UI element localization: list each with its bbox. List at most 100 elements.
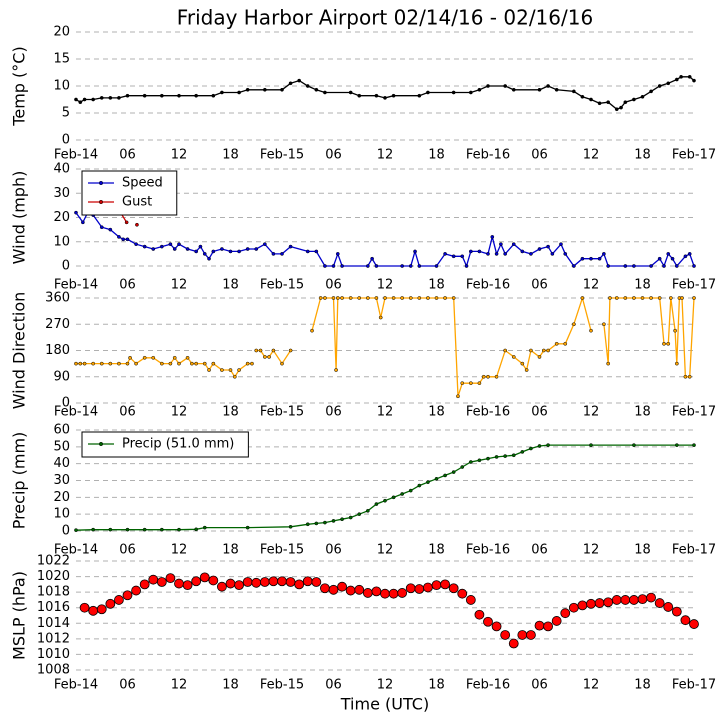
data-point — [632, 296, 636, 300]
data-point — [456, 394, 460, 399]
data-point — [589, 256, 593, 261]
y-axis-label: Precip (mm) — [10, 432, 29, 530]
data-point — [674, 77, 679, 82]
data-point — [202, 252, 207, 256]
data-point — [408, 264, 413, 268]
x-tick-label: Feb-17 — [672, 543, 716, 558]
data-point — [486, 84, 490, 88]
data-point — [185, 355, 190, 360]
x-tick-label: Feb-16 — [466, 543, 510, 558]
data-point — [198, 244, 203, 249]
x-tick-label: 18 — [428, 148, 445, 163]
data-point — [159, 361, 164, 366]
data-point — [124, 220, 129, 225]
data-point — [606, 361, 611, 366]
x-tick-label: Feb-14 — [54, 405, 98, 420]
data-point — [365, 296, 370, 300]
data-point — [159, 93, 164, 98]
data-point — [500, 630, 511, 640]
data-point — [128, 355, 132, 360]
x-tick-label: 18 — [428, 543, 445, 558]
data-point — [520, 249, 525, 254]
data-point — [486, 374, 490, 379]
data-point — [74, 528, 78, 533]
data-point — [378, 315, 383, 320]
data-point — [563, 252, 568, 256]
data-point — [220, 368, 224, 372]
data-point — [81, 220, 85, 225]
data-point — [194, 527, 199, 532]
data-point — [614, 296, 619, 300]
data-point — [503, 348, 508, 353]
data-point — [194, 361, 199, 366]
data-point — [82, 361, 87, 366]
data-point — [383, 296, 387, 300]
data-point — [632, 443, 636, 447]
data-point — [417, 296, 422, 300]
data-point — [503, 84, 508, 88]
data-point — [340, 296, 344, 300]
data-point — [91, 361, 96, 366]
x-tick-label: 12 — [171, 278, 188, 293]
data-point — [199, 572, 210, 583]
y-axis-label: Wind (mph) — [10, 171, 29, 265]
data-point — [228, 368, 233, 372]
data-point — [305, 249, 310, 254]
data-point — [268, 576, 279, 587]
data-point — [362, 588, 373, 598]
data-point — [434, 264, 439, 268]
legend-marker — [98, 180, 104, 186]
x-tick-label: 12 — [583, 148, 600, 163]
data-point — [640, 296, 645, 300]
x-tick-label: 18 — [222, 278, 239, 293]
x-tick-label: 12 — [171, 148, 188, 163]
x-tick-label: 18 — [428, 678, 445, 693]
data-point — [280, 252, 284, 256]
data-point — [674, 443, 679, 447]
data-point — [666, 341, 671, 346]
data-point — [529, 348, 533, 353]
data-point — [580, 256, 585, 261]
x-tick-label: 18 — [222, 678, 239, 693]
data-point — [177, 361, 181, 366]
data-point — [632, 97, 636, 102]
data-point — [571, 264, 576, 268]
data-point — [511, 355, 516, 359]
data-point — [494, 374, 499, 379]
y-tick-label: 1012 — [37, 631, 70, 646]
data-point — [365, 264, 370, 268]
data-point — [335, 296, 340, 300]
x-tick-label: 12 — [583, 278, 600, 293]
data-point — [629, 595, 639, 605]
data-point — [670, 256, 675, 261]
data-point — [654, 598, 665, 608]
data-point — [168, 361, 173, 366]
x-tick-label: 18 — [222, 148, 239, 163]
data-point — [640, 94, 645, 99]
data-point — [172, 247, 177, 251]
y-tick-label: 1022 — [37, 554, 70, 569]
data-point — [391, 495, 396, 500]
data-point — [374, 502, 379, 506]
data-point — [374, 296, 379, 300]
data-point — [692, 443, 696, 447]
data-point — [571, 89, 576, 94]
data-point — [483, 616, 493, 627]
series-line — [75, 76, 695, 110]
data-point — [331, 296, 336, 300]
data-point — [262, 87, 267, 92]
legend-label: Precip (51.0 mm) — [122, 437, 234, 452]
data-point — [494, 252, 499, 256]
data-point — [211, 249, 216, 254]
data-point — [603, 597, 614, 608]
data-point — [380, 588, 390, 599]
data-point — [683, 254, 688, 259]
x-tick-label: 18 — [634, 543, 651, 558]
x-tick-label: Feb-16 — [466, 405, 510, 420]
data-point — [288, 524, 293, 529]
data-point — [78, 361, 83, 366]
y-tick-label: 270 — [45, 317, 70, 332]
data-point — [125, 93, 130, 98]
data-point — [431, 580, 442, 591]
